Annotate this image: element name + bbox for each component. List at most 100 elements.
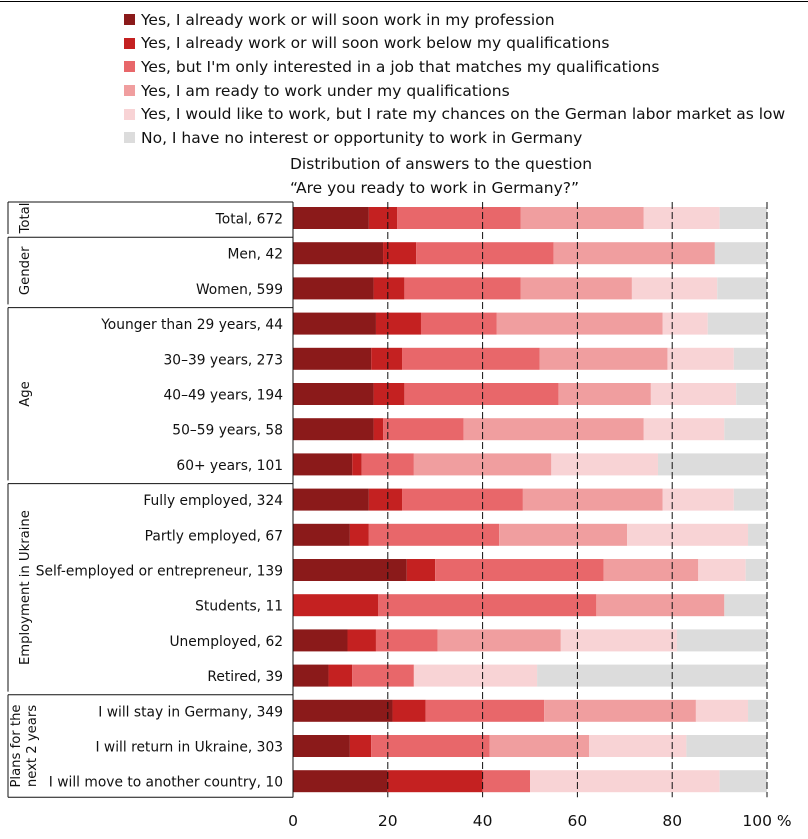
- bar-segment: [383, 418, 464, 441]
- bar-segment: [293, 629, 348, 652]
- chart-subtitle: Distribution of answers to the question …: [290, 152, 592, 200]
- legend-swatch-1: [124, 14, 135, 26]
- top-rule: [0, 1, 808, 2]
- legend-label-4: Yes, I am ready to work under my qualifi…: [141, 81, 510, 100]
- bar-segment: [371, 347, 403, 370]
- x-tick-label-4: 60: [568, 812, 588, 830]
- x-tick-label-6: 100 %: [742, 812, 791, 830]
- group-label-line: Total: [18, 203, 33, 235]
- legend-item-4: Yes, I am ready to work under my qualifi…: [124, 79, 785, 103]
- bar-segment: [667, 347, 734, 370]
- bar-segment: [293, 347, 372, 370]
- bar-segment: [676, 629, 767, 652]
- row-label: 60+ years, 101: [176, 458, 283, 474]
- bar-segment: [375, 312, 421, 335]
- bar-segment: [293, 277, 374, 300]
- bar-segment: [435, 559, 604, 581]
- row-label: Men, 42: [228, 247, 283, 263]
- legend-swatch-2: [124, 37, 135, 49]
- bar-segment: [371, 735, 490, 757]
- bar-segment: [387, 770, 483, 793]
- x-tick-label-5: 80: [662, 812, 682, 830]
- bar-segment: [662, 488, 734, 511]
- legend-item-2: Yes, I already work or will soon work be…: [124, 32, 785, 56]
- bar-segment: [293, 383, 374, 405]
- bar-segment: [698, 559, 746, 581]
- bar-segment: [347, 629, 376, 652]
- bar-segment: [368, 207, 398, 229]
- group-label-line: Plans for the: [9, 704, 24, 787]
- bar-segment: [482, 770, 530, 793]
- row-label: Unemployed, 62: [169, 634, 283, 650]
- group-label-line: next 2 years: [25, 705, 40, 787]
- bar-segment: [603, 559, 699, 581]
- x-axis: 0 20 40 60 80 100 %: [288, 202, 792, 830]
- row-label: I will stay in Germany, 349: [98, 704, 283, 720]
- bar-segment: [724, 594, 767, 617]
- group-label: Plans for thenext 2 years: [9, 704, 40, 787]
- bar-segment: [736, 383, 767, 405]
- bar-segment: [489, 735, 590, 757]
- bar-segment: [662, 312, 708, 335]
- bar-segment: [686, 735, 767, 757]
- legend: Yes, I already work or will soon work in…: [124, 8, 785, 150]
- legend-label-1: Yes, I already work or will soon work in…: [141, 10, 555, 29]
- bar-segment: [392, 699, 426, 722]
- legend-swatch-5: [124, 108, 135, 120]
- group-label: Gender: [18, 246, 33, 295]
- row-label: 50–59 years, 58: [172, 423, 283, 439]
- legend-swatch-3: [124, 61, 135, 73]
- bar-segment: [293, 488, 369, 511]
- bar-segment: [373, 277, 405, 300]
- bar-segment: [437, 629, 561, 652]
- subtitle-line-1: Distribution of answers to the question: [290, 155, 593, 173]
- bar-segment: [733, 488, 767, 511]
- row-label: Fully employed, 324: [143, 493, 283, 509]
- bar-segment: [373, 418, 384, 441]
- legend-label-2: Yes, I already work or will soon work be…: [141, 34, 610, 53]
- legend-swatch-4: [124, 85, 135, 97]
- legend-item-5: Yes, I would like to work, but I rate my…: [124, 102, 785, 126]
- row-label: Retired, 39: [207, 669, 283, 685]
- row-label: Students, 11: [195, 599, 283, 615]
- bar-segment: [293, 453, 353, 476]
- bar-segment: [293, 207, 369, 229]
- subtitle-line-2: “Are you ready to work in Germany?”: [290, 179, 580, 197]
- row-label: 30–39 years, 273: [164, 352, 283, 368]
- bar-segment: [539, 347, 668, 370]
- bar-segment: [378, 594, 597, 617]
- bar-segment: [537, 664, 767, 687]
- x-tick-label-2: 20: [378, 812, 398, 830]
- bar-segment: [293, 312, 376, 335]
- bar-segment: [695, 699, 749, 722]
- bar-segment: [558, 383, 651, 405]
- bar-segment: [404, 277, 521, 300]
- bar-segment: [293, 418, 374, 441]
- bar-segment: [748, 699, 767, 722]
- bar-segment: [596, 594, 725, 617]
- row-labels: Total, 672 Men, 42 Women, 599 Younger than …: [36, 212, 283, 791]
- bar-segment: [402, 347, 540, 370]
- legend-label-3: Yes, but I'm only interested in a job th…: [141, 57, 660, 76]
- bar-segment: [643, 207, 720, 229]
- bar-segment: [349, 523, 369, 546]
- bar-segment: [714, 242, 767, 265]
- bar-segment: [397, 207, 521, 229]
- bar-segment: [328, 664, 353, 687]
- bar-segment: [375, 629, 438, 652]
- x-tick-label-1: 0: [288, 812, 298, 830]
- group-label: Total: [18, 203, 33, 235]
- bar-segment: [719, 207, 767, 229]
- bar-segment: [717, 277, 767, 300]
- bar-segment: [627, 523, 749, 546]
- bar-segment: [520, 277, 632, 300]
- bar-segment: [499, 523, 628, 546]
- bar-segment: [293, 735, 350, 757]
- bar-segment: [520, 207, 644, 229]
- bar-segment: [293, 594, 379, 617]
- row-label: Women, 599: [196, 282, 283, 298]
- bars: [293, 207, 767, 793]
- bar-segment: [589, 735, 687, 757]
- bar-segment: [293, 523, 350, 546]
- bar-segment: [368, 523, 500, 546]
